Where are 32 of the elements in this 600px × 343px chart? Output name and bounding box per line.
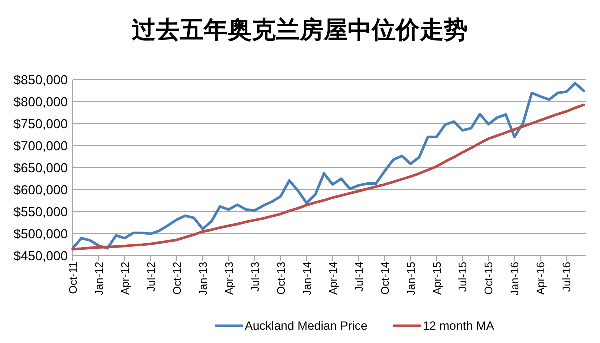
x-tick-label: Oct-12 xyxy=(172,262,184,296)
y-tick-label: $700,000 xyxy=(14,138,68,154)
y-tick-label: $600,000 xyxy=(14,182,68,198)
x-tick-label: Apr-12 xyxy=(120,262,132,296)
legend-label: 12 month MA xyxy=(423,319,494,334)
legend-label: Auckland Median Price xyxy=(245,319,368,334)
x-tick-label: Jan-15 xyxy=(406,262,418,296)
x-tick-label: Oct-14 xyxy=(380,262,392,296)
x-tick-label: Jul-15 xyxy=(458,262,470,292)
y-tick-label: $650,000 xyxy=(14,160,68,176)
x-tick-label: Apr-13 xyxy=(224,262,236,296)
x-tick-label: Jan-16 xyxy=(510,262,522,296)
y-tick-label: $500,000 xyxy=(14,226,68,242)
y-tick-label: $750,000 xyxy=(14,116,68,132)
x-tick-label: Apr-14 xyxy=(328,262,340,296)
x-tick-label: Jul-13 xyxy=(250,262,262,292)
y-tick-label: $450,000 xyxy=(14,248,68,264)
y-tick-label: $550,000 xyxy=(14,204,68,220)
x-tick-label: Apr-16 xyxy=(536,262,548,296)
x-tick-label: Jul-12 xyxy=(146,262,158,292)
x-tick-label: Jan-14 xyxy=(302,262,314,296)
chart-title: 过去五年奥克兰房屋中位价走势 xyxy=(131,16,468,44)
x-tick-label: Jan-12 xyxy=(94,262,106,296)
y-tick-label: $800,000 xyxy=(14,94,68,110)
x-tick-label: Oct-11 xyxy=(68,262,80,294)
y-tick-label: $850,000 xyxy=(14,72,68,88)
x-tick-label: Oct-15 xyxy=(484,262,496,296)
x-tick-label: Jan-13 xyxy=(198,262,210,296)
x-tick-label: Jul-14 xyxy=(354,262,366,292)
x-tick-label: Jul-16 xyxy=(562,262,574,292)
x-tick-label: Oct-13 xyxy=(276,262,288,296)
x-tick-label: Apr-15 xyxy=(432,262,444,296)
